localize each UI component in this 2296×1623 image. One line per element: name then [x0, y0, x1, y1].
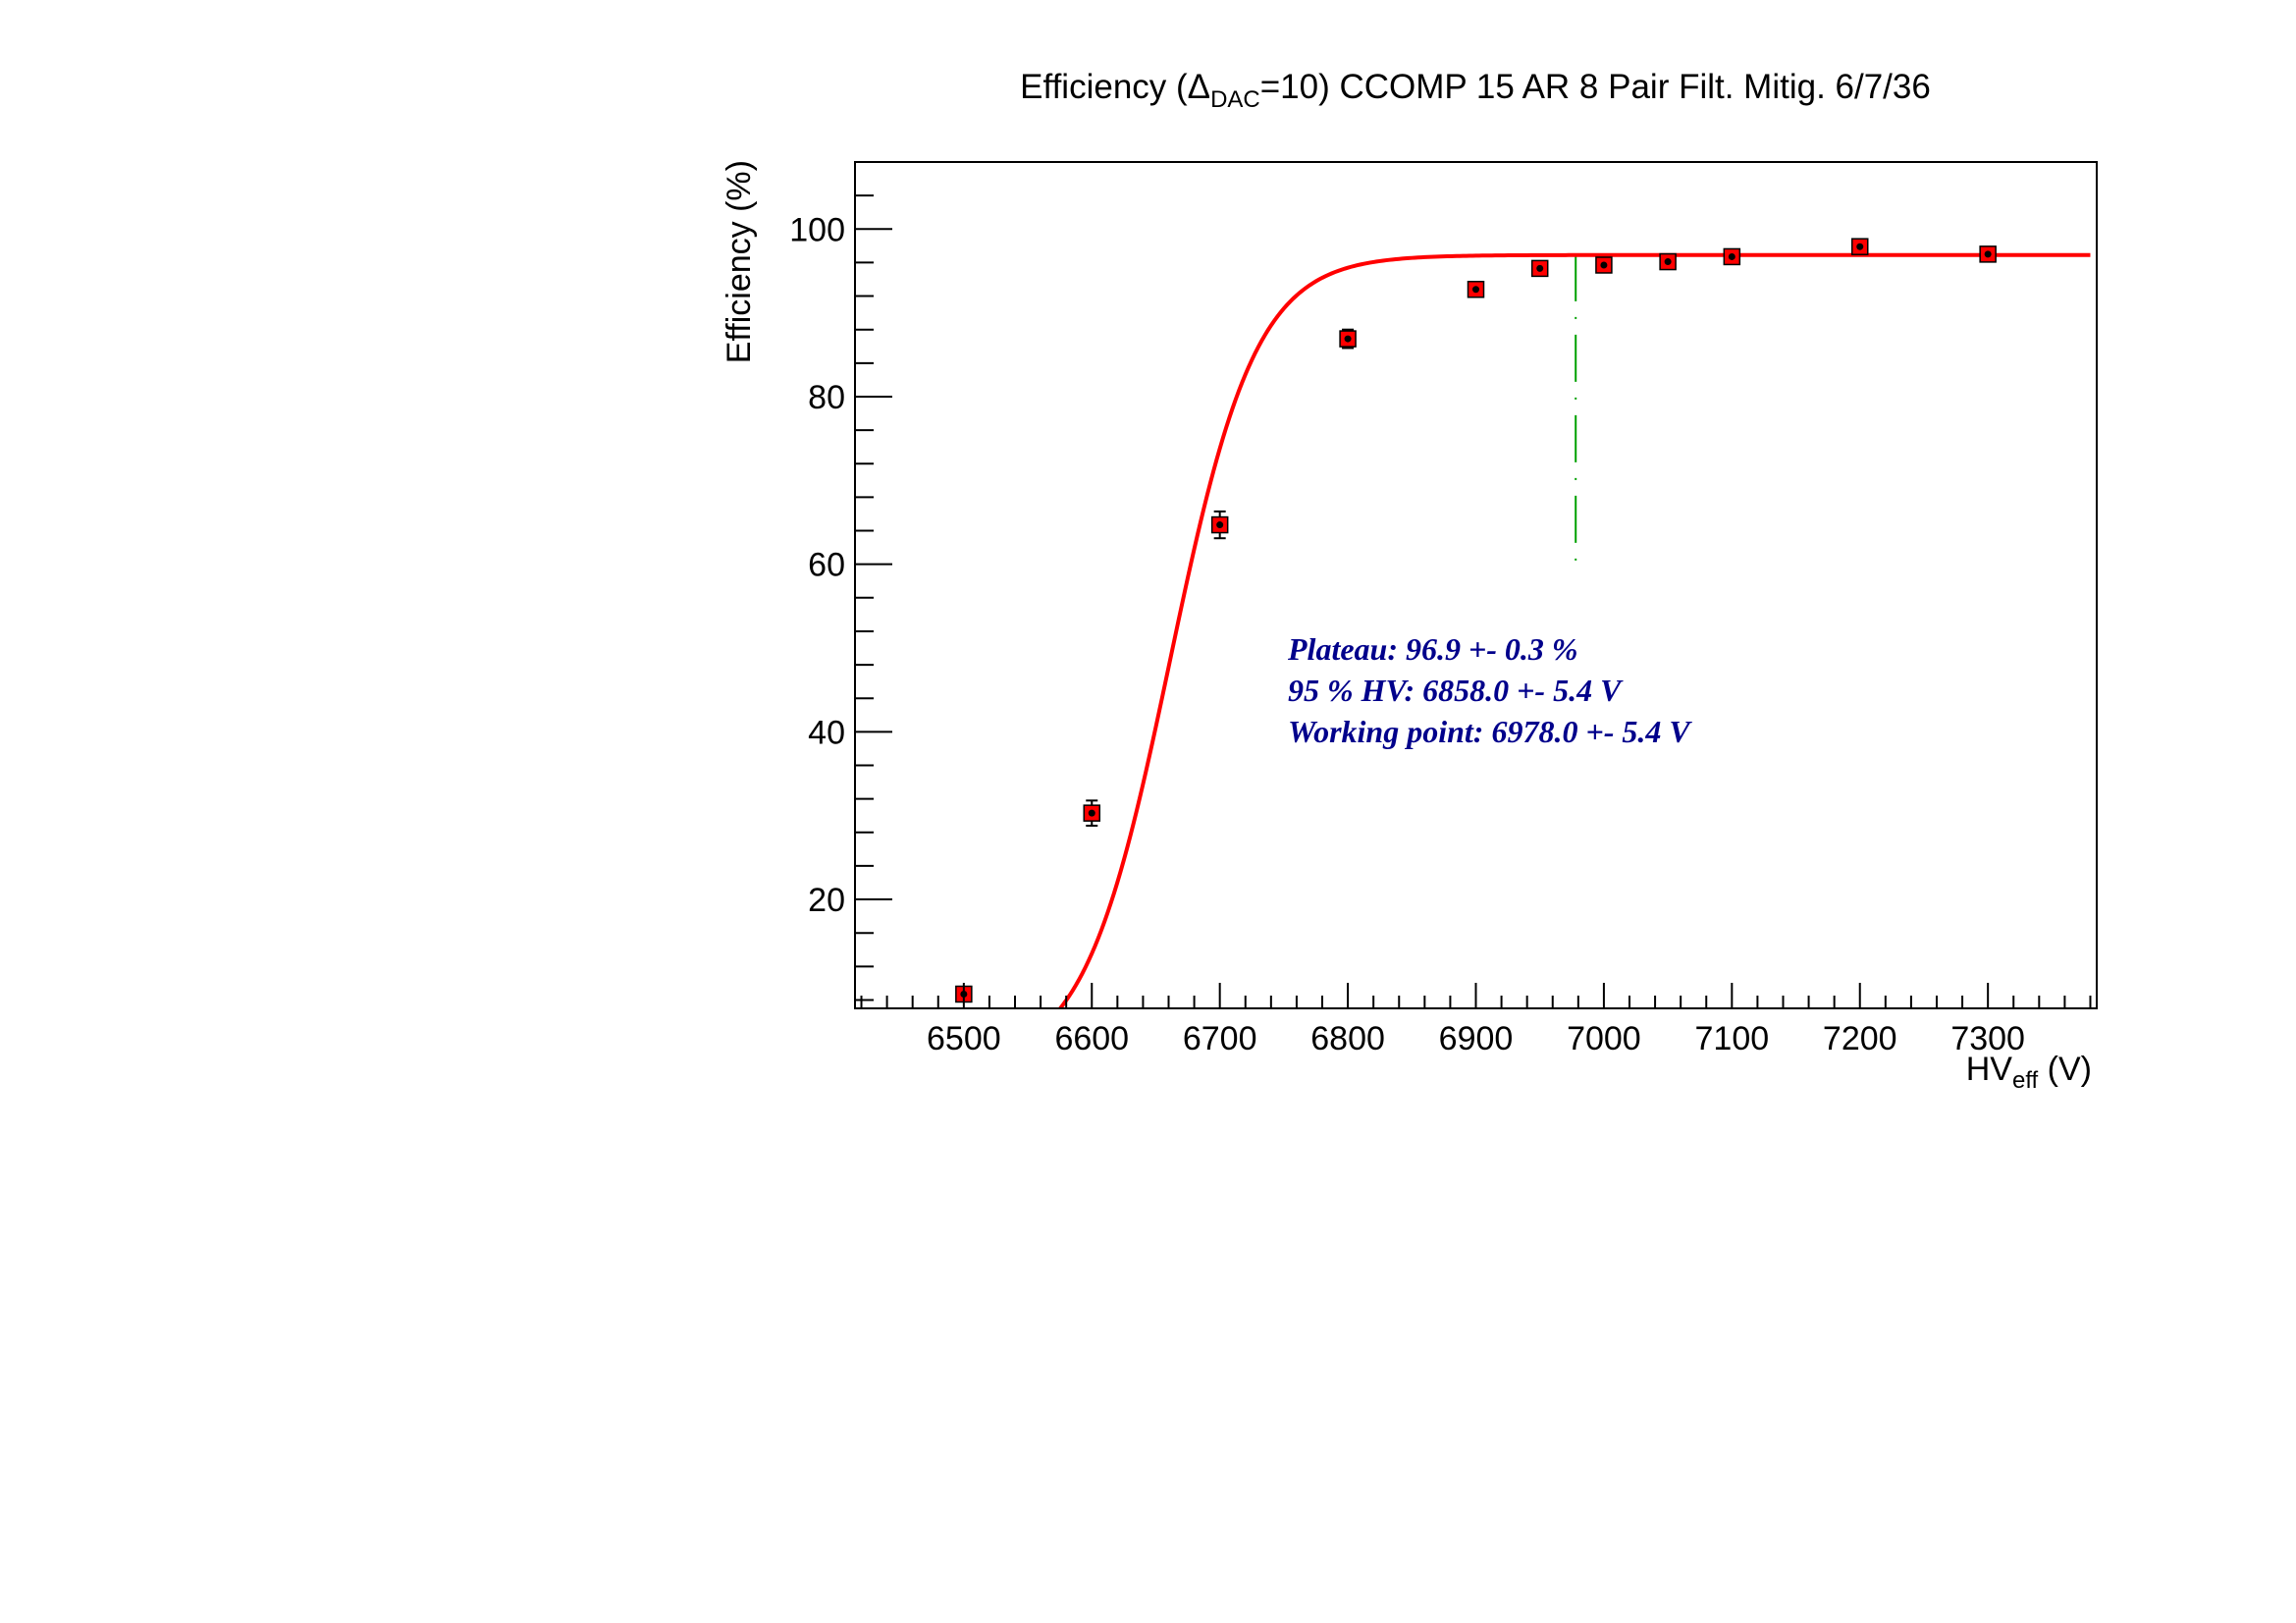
fit-curve [1057, 252, 2091, 1008]
x-tick-label: 7100 [1695, 1020, 1770, 1057]
x-axis-label-sub: eff [2012, 1067, 2039, 1094]
annotation-working-point: Working point: 6978.0 +- 5.4 V [1288, 714, 1692, 749]
chart-title-delta: Δ [1188, 68, 1210, 106]
x-axis-label-main: HV [1966, 1051, 2013, 1088]
y-tick-label: 80 [808, 379, 845, 416]
data-marker-dot [1536, 264, 1544, 272]
data-point [1339, 328, 1357, 350]
x-axis-label-post: (V) [2038, 1051, 2092, 1088]
data-point [1723, 247, 1741, 266]
data-point [1979, 245, 1997, 263]
y-tick-label: 40 [808, 714, 845, 751]
chart-title: Efficiency (ΔDAC=10) CCOMP 15 AR 8 Pair … [1020, 68, 1931, 113]
x-tick-label: 6800 [1310, 1020, 1385, 1057]
chart-title-post: =10) CCOMP 15 AR 8 Pair Filt. Mitig. 6/7… [1260, 68, 1931, 106]
data-marker-dot [1984, 250, 1992, 258]
data-point [1850, 238, 1869, 255]
y-tick-label: 60 [808, 547, 845, 584]
y-tick-label: 100 [789, 211, 845, 248]
plot-frame: 6500 6600 6700 6800 6900 7000 7100 7200 7300 20 40… [789, 161, 2098, 1057]
data-point [1210, 510, 1229, 540]
chart-title-sub: DAC [1210, 86, 1260, 113]
annotation-box: Plateau: 96.9 +- 0.3 % 95 % HV: 6858.0 +… [1287, 631, 1692, 749]
data-marker-dot [1472, 286, 1479, 294]
annotation-95-hv: 95 % HV: 6858.0 +- 5.4 V [1288, 673, 1624, 708]
data-marker-dot [1088, 809, 1095, 817]
data-marker-dot [1856, 243, 1864, 250]
x-tick-label: 6700 [1183, 1020, 1257, 1057]
x-axis-label: HVeff (V) [1966, 1051, 2092, 1094]
data-marker-dot [1600, 261, 1608, 269]
data-point [1467, 280, 1485, 298]
x-tick-label: 7300 [1950, 1020, 2025, 1057]
y-tick-label: 20 [808, 882, 845, 919]
data-marker-dot [1216, 521, 1224, 529]
x-tick-label: 6900 [1439, 1020, 1514, 1057]
data-marker-dot [1664, 258, 1672, 266]
data-point [1595, 256, 1613, 274]
x-tick-label: 6600 [1054, 1020, 1129, 1057]
x-tick-label: 7200 [1823, 1020, 1897, 1057]
x-tick-label: 6500 [927, 1020, 1001, 1057]
x-tick-label: 7000 [1567, 1020, 1641, 1057]
data-marker-dot [1344, 335, 1352, 343]
data-point [1530, 259, 1549, 278]
annotation-plateau: Plateau: 96.9 +- 0.3 % [1287, 631, 1578, 667]
data-point [1659, 252, 1677, 271]
y-axis-label: Efficiency (%) [721, 160, 758, 363]
data-point [1083, 799, 1101, 827]
chart-title-pre: Efficiency ( [1020, 68, 1188, 106]
data-marker-dot [1728, 252, 1735, 260]
